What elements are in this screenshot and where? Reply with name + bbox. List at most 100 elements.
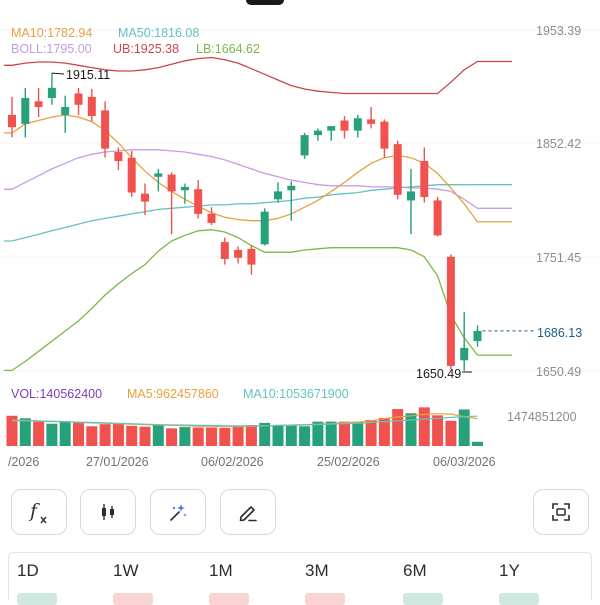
volume-bar bbox=[445, 420, 457, 446]
y-tick-label: 1650.49 bbox=[536, 365, 581, 379]
candle-body bbox=[74, 93, 83, 105]
volume-bar bbox=[339, 421, 350, 446]
volume-bar bbox=[365, 419, 377, 446]
period-change-indicator bbox=[17, 593, 57, 605]
x-tick-label: 27/01/2026 bbox=[86, 455, 149, 469]
period-change-indicator bbox=[305, 593, 345, 605]
volume-bar bbox=[6, 415, 18, 446]
y-tick-label: 1953.39 bbox=[536, 24, 581, 38]
volume-bar bbox=[139, 426, 151, 446]
candle-body bbox=[247, 248, 256, 265]
volume-axis-max: 1474851200 bbox=[507, 410, 577, 424]
candle-body bbox=[327, 126, 336, 131]
candlestick-icon bbox=[102, 504, 114, 520]
period-change-indicator bbox=[403, 593, 443, 605]
volume-bar bbox=[126, 425, 138, 446]
period-change-indicator bbox=[499, 593, 539, 605]
volume-bar bbox=[299, 426, 311, 446]
volume-bar bbox=[73, 422, 84, 446]
candle-body bbox=[380, 121, 389, 149]
candle-body bbox=[353, 118, 362, 131]
vol-ma5-legend: MA5:962457860 bbox=[127, 387, 219, 401]
ub-band-line bbox=[4, 56, 512, 95]
candle-body bbox=[300, 135, 309, 156]
x-tick-label: 06/03/2026 bbox=[433, 455, 496, 469]
candle-body bbox=[61, 106, 70, 115]
candle-body bbox=[274, 191, 282, 200]
ai-magic-button[interactable] bbox=[150, 489, 206, 535]
candle-body bbox=[340, 120, 349, 131]
high-price-pointer bbox=[51, 72, 65, 75]
chart-toolbar: f bbox=[0, 480, 600, 548]
volume-bar bbox=[392, 409, 404, 446]
draw-button[interactable] bbox=[220, 489, 276, 535]
period-6m[interactable]: 6M bbox=[403, 561, 427, 580]
candle-body bbox=[167, 174, 176, 192]
fx-icon: f bbox=[28, 500, 50, 524]
period-1d[interactable]: 1D bbox=[17, 561, 39, 580]
volume-bar bbox=[272, 425, 284, 446]
ma10-line bbox=[4, 114, 512, 223]
ma50-legend: MA50:1816.08 bbox=[118, 26, 199, 40]
boll-mid-line bbox=[4, 149, 512, 209]
lb-band-line bbox=[4, 229, 512, 372]
volume-bar bbox=[245, 425, 257, 446]
period-1w[interactable]: 1W bbox=[113, 561, 139, 580]
volume-bar bbox=[166, 428, 178, 446]
volume-bar bbox=[458, 409, 470, 446]
volume-bar bbox=[46, 423, 58, 446]
last-price-label: 1686.13 bbox=[537, 326, 582, 340]
candle-body bbox=[180, 186, 189, 191]
candle-body bbox=[407, 191, 415, 201]
candle-body bbox=[34, 101, 43, 107]
volume-bar bbox=[112, 423, 124, 446]
x-tick-label: /2026 bbox=[8, 455, 39, 469]
candle-body bbox=[260, 211, 269, 245]
fullscreen-button[interactable] bbox=[533, 489, 589, 535]
candle-body bbox=[141, 193, 149, 202]
volume-bar bbox=[285, 425, 297, 446]
volume-bar bbox=[325, 421, 337, 446]
candle-body bbox=[473, 330, 482, 342]
volume-bar bbox=[418, 407, 430, 446]
y-tick-label: 1852.42 bbox=[536, 137, 581, 151]
period-1m[interactable]: 1M bbox=[209, 561, 233, 580]
ma50-line bbox=[4, 183, 512, 242]
function-button[interactable]: f bbox=[11, 489, 67, 535]
candle-body bbox=[114, 152, 123, 162]
candle-body bbox=[194, 189, 203, 214]
fx-icon-glyph: f bbox=[30, 500, 38, 522]
candle-body bbox=[367, 119, 376, 124]
lb-legend: LB:1664.62 bbox=[196, 42, 260, 56]
candle-body bbox=[47, 87, 56, 98]
stock-chart[interactable]: MA10:1782.94 MA50:1816.08 BOLL:1795.00 U… bbox=[0, 0, 600, 480]
volume-bar bbox=[99, 424, 111, 446]
volume-bar bbox=[432, 415, 444, 446]
chart-type-button[interactable] bbox=[80, 489, 136, 535]
period-selector: 1D 1W 1M 3M 6M 1Y bbox=[8, 552, 592, 605]
low-price-label: 1650.49 bbox=[416, 367, 461, 381]
candle-body bbox=[420, 161, 429, 198]
candle-body bbox=[460, 347, 469, 361]
candle-body bbox=[446, 256, 455, 366]
volume-bar bbox=[219, 427, 231, 446]
candle-body bbox=[393, 144, 402, 195]
volume-bar bbox=[259, 422, 271, 446]
vol-ma10-legend: MA10:1053671900 bbox=[243, 387, 349, 401]
pencil-icon bbox=[239, 506, 257, 522]
period-change-indicator bbox=[113, 593, 153, 605]
volume-bar bbox=[312, 421, 324, 446]
period-1y[interactable]: 1Y bbox=[499, 561, 520, 580]
period-change-indicator bbox=[209, 593, 249, 605]
ub-legend: UB:1925.38 bbox=[113, 42, 179, 56]
candle-body bbox=[313, 130, 322, 136]
volume-bar bbox=[192, 427, 204, 446]
high-price-label: 1915.11 bbox=[66, 68, 110, 82]
period-3m[interactable]: 3M bbox=[305, 561, 329, 580]
candle-body bbox=[8, 114, 16, 128]
candle-body bbox=[234, 249, 243, 258]
candle-body bbox=[154, 173, 163, 177]
magic-wand-icon bbox=[170, 504, 187, 521]
volume-bar bbox=[59, 421, 71, 446]
y-tick-label: 1751.45 bbox=[536, 251, 581, 265]
